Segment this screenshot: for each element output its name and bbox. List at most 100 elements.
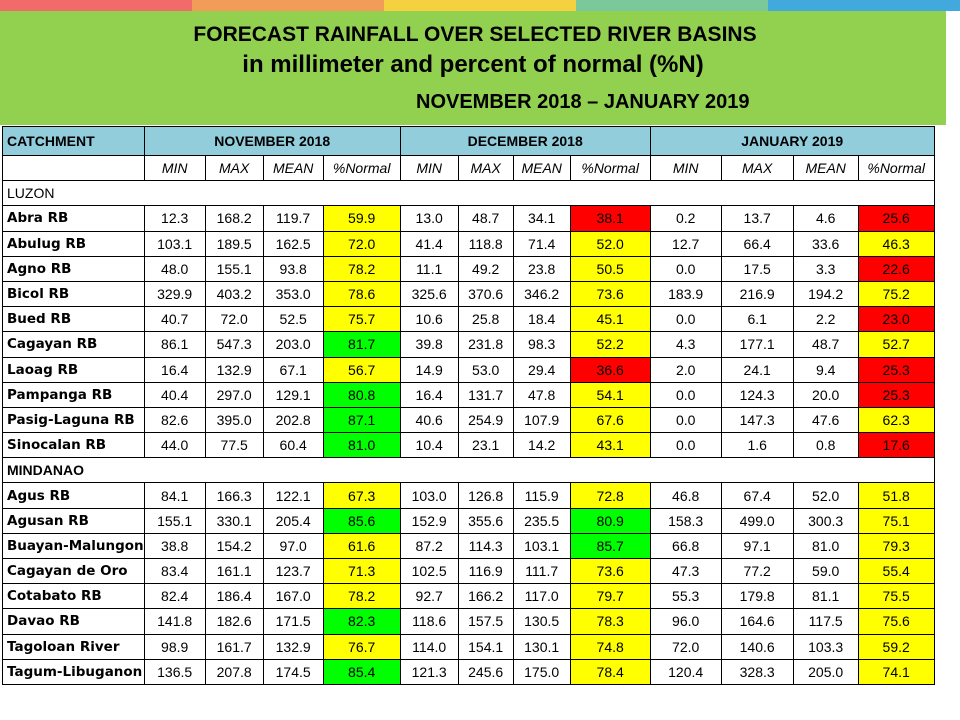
value-cell: 355.6 <box>457 507 514 534</box>
value-cell: 328.3 <box>720 658 794 685</box>
value-cell: 155.1 <box>204 255 264 282</box>
table-row: Cagayan de Oro 83.4 161.1 123.7 71.3 102.5 116… <box>2 557 935 585</box>
value-cell: 84.1 <box>143 482 206 509</box>
catchment-header: CATCHMENT <box>2 126 145 156</box>
percent-normal-cell: 25.6 <box>857 205 935 232</box>
percent-normal-cell: 52.7 <box>857 331 935 358</box>
percent-normal-cell: 59.2 <box>857 633 935 660</box>
value-cell: 115.9 <box>512 482 571 509</box>
value-cell: 48.7 <box>792 331 859 358</box>
value-cell: 297.0 <box>204 381 264 408</box>
top-bar-segment-2 <box>192 0 384 11</box>
value-cell: 44.0 <box>143 432 206 459</box>
catchment-name: Davao RB <box>2 608 145 635</box>
percent-normal-cell: 51.8 <box>857 482 935 509</box>
table-row: Pampanga RB 40.4 297.0 129.1 80.8 16.4 131.7 47… <box>2 381 935 408</box>
value-cell: 129.1 <box>262 381 324 408</box>
value-cell: 93.8 <box>262 255 324 282</box>
percent-normal-cell: 38.1 <box>569 205 651 232</box>
value-cell: 25.8 <box>457 306 514 333</box>
value-cell: 24.1 <box>720 356 794 383</box>
percent-normal-cell: 54.1 <box>569 381 651 408</box>
value-cell: 235.5 <box>512 507 571 534</box>
catchment-name: Agusan RB <box>2 507 145 534</box>
value-cell: 72.0 <box>649 633 722 660</box>
value-cell: 16.4 <box>399 381 459 408</box>
value-cell: 179.8 <box>720 583 794 610</box>
value-cell: 20.0 <box>792 381 859 408</box>
value-cell: 82.4 <box>143 583 206 610</box>
table-row: Sinocalan RB 44.0 77.5 60.4 81.0 10.4 23.1 14.2… <box>2 432 935 459</box>
percent-normal-cell: 23.0 <box>857 306 935 333</box>
catchment-name: Tagum-Libuganon <box>2 658 145 685</box>
value-cell: 111.7 <box>512 557 571 585</box>
region-label: MINDANAO <box>2 457 935 484</box>
value-cell: 71.4 <box>512 230 571 257</box>
table-row: Cagayan RB 86.1 547.3 203.0 81.7 39.8 231.8 98.… <box>2 331 935 358</box>
percent-normal-cell: 75.1 <box>857 507 935 534</box>
value-cell: 330.1 <box>204 507 264 534</box>
table-row: Abra RB 12.3 168.2 119.7 59.9 13.0 48.7 34.1 38.… <box>2 205 935 232</box>
region-row: MINDANAO <box>2 457 935 484</box>
percent-normal-cell: 73.6 <box>569 280 651 308</box>
value-cell: 122.1 <box>262 482 324 509</box>
value-cell: 11.1 <box>399 255 459 282</box>
table-row: Bicol RB 329.9 403.2 353.0 78.6 325.6 370.6 346… <box>2 280 935 308</box>
percent-normal-cell: 79.7 <box>569 583 651 610</box>
catchment-name: Buayan-Malungon <box>2 532 145 560</box>
catchment-name: Cagayan de Oro <box>2 557 145 585</box>
value-cell: 40.7 <box>143 306 206 333</box>
value-cell: 203.0 <box>262 331 324 358</box>
value-cell: 29.4 <box>512 356 571 383</box>
value-cell: 23.1 <box>457 432 514 459</box>
value-cell: 155.1 <box>143 507 206 534</box>
value-cell: 81.0 <box>792 532 859 560</box>
value-cell: 126.8 <box>457 482 514 509</box>
stat-header: MAX <box>457 154 514 182</box>
percent-normal-cell: 52.2 <box>569 331 651 358</box>
percent-normal-cell: 78.2 <box>322 255 401 282</box>
stat-header: %Normal <box>857 154 935 182</box>
month-header: NOVEMBER 2018 <box>143 126 401 156</box>
value-cell: 10.4 <box>399 432 459 459</box>
percent-normal-cell: 59.9 <box>322 205 401 232</box>
percent-normal-cell: 85.4 <box>322 658 401 685</box>
value-cell: 77.5 <box>204 432 264 459</box>
value-cell: 103.0 <box>399 482 459 509</box>
value-cell: 103.1 <box>143 230 206 257</box>
top-bar-segment-1 <box>0 0 192 11</box>
catchment-name: Abulug RB <box>2 230 145 257</box>
percent-normal-cell: 43.1 <box>569 432 651 459</box>
value-cell: 177.1 <box>720 331 794 358</box>
percent-normal-cell: 79.3 <box>857 532 935 560</box>
percent-normal-cell: 78.4 <box>569 658 651 685</box>
value-cell: 132.9 <box>204 356 264 383</box>
top-bar-segment-5 <box>768 0 960 11</box>
value-cell: 132.9 <box>262 633 324 660</box>
value-cell: 547.3 <box>204 331 264 358</box>
percent-normal-cell: 72.8 <box>569 482 651 509</box>
catchment-name: Laoag RB <box>2 356 145 383</box>
percent-normal-cell: 45.1 <box>569 306 651 333</box>
percent-normal-cell: 74.8 <box>569 633 651 660</box>
value-cell: 0.0 <box>649 255 722 282</box>
value-cell: 1.6 <box>720 432 794 459</box>
catchment-name: Bued RB <box>2 306 145 333</box>
stat-header: MEAN <box>512 154 571 182</box>
catchment-name: Pampanga RB <box>2 381 145 408</box>
region-row: LUZON <box>2 180 935 207</box>
value-cell: 86.1 <box>143 331 206 358</box>
table-row: Tagum-Libuganon 136.5 207.8 174.5 85.4 121.3 2… <box>2 658 935 685</box>
value-cell: 130.1 <box>512 633 571 660</box>
table-row: Agus RB 84.1 166.3 122.1 67.3 103.0 126.8 115.9… <box>2 482 935 509</box>
value-cell: 403.2 <box>204 280 264 308</box>
value-cell: 2.2 <box>792 306 859 333</box>
value-cell: 175.0 <box>512 658 571 685</box>
value-cell: 16.4 <box>143 356 206 383</box>
value-cell: 205.4 <box>262 507 324 534</box>
percent-normal-cell: 81.7 <box>322 331 401 358</box>
title-line-1: FORECAST RAINFALL OVER SELECTED RIVER BA… <box>193 23 757 46</box>
value-cell: 121.3 <box>399 658 459 685</box>
value-cell: 39.8 <box>399 331 459 358</box>
value-cell: 47.8 <box>512 381 571 408</box>
